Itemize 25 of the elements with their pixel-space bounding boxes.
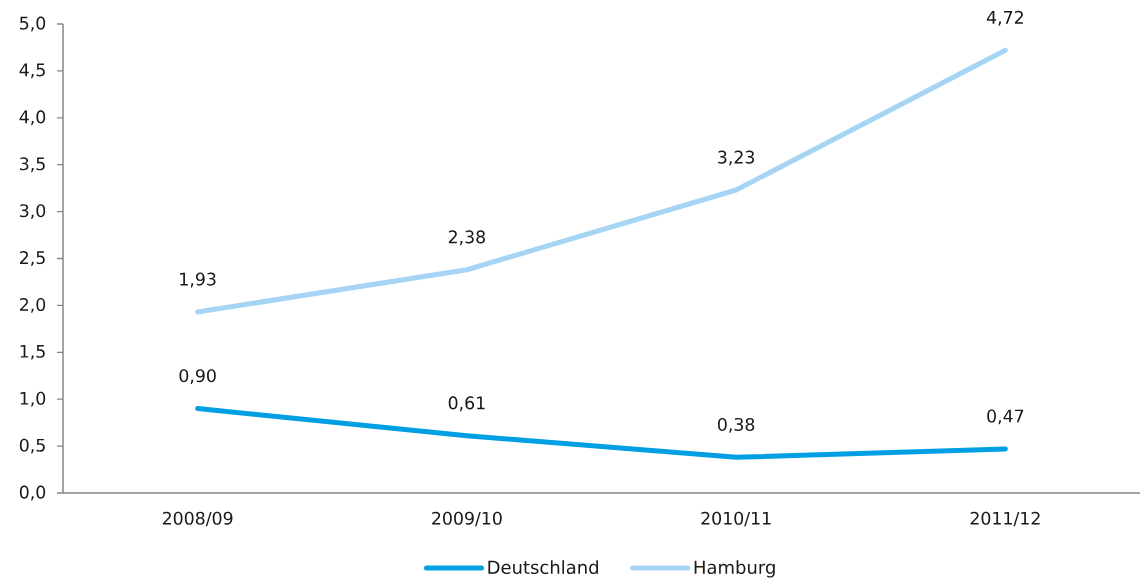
x-tick-label: 2008/09 bbox=[162, 511, 233, 527]
data-label: 0,90 bbox=[179, 369, 216, 384]
y-tick-label: 3,5 bbox=[20, 157, 45, 173]
legend-label: Hamburg bbox=[694, 560, 775, 578]
y-tick-label: 2,0 bbox=[20, 297, 46, 313]
y-tick-label: 1,5 bbox=[20, 344, 45, 360]
legend-label: Deutschland bbox=[488, 560, 598, 575]
y-tick-label: 0,0 bbox=[19, 485, 46, 501]
y-tick-label: 0,5 bbox=[19, 438, 45, 454]
data-label: 2,38 bbox=[448, 230, 485, 246]
y-tick-label: 2,5 bbox=[20, 251, 45, 266]
y-tick-label: 1,0 bbox=[20, 391, 46, 407]
data-label: 4,72 bbox=[986, 10, 1023, 26]
x-tick-label: 2010/11 bbox=[701, 511, 771, 527]
data-label: 0,61 bbox=[448, 396, 485, 412]
data-label: 0,47 bbox=[987, 409, 1024, 425]
x-tick-label: 2011/12 bbox=[970, 511, 1040, 527]
y-tick-label: 4,5 bbox=[19, 63, 45, 79]
y-tick-label: 5,0 bbox=[20, 16, 46, 32]
data-label: 0,38 bbox=[717, 417, 755, 433]
data-label: 3,23 bbox=[718, 150, 755, 166]
x-tick-label: 2009/10 bbox=[432, 511, 502, 527]
y-tick-label: 3,0 bbox=[20, 204, 46, 220]
y-tick-label: 4,0 bbox=[19, 110, 46, 126]
data-label: 1,93 bbox=[180, 272, 216, 288]
